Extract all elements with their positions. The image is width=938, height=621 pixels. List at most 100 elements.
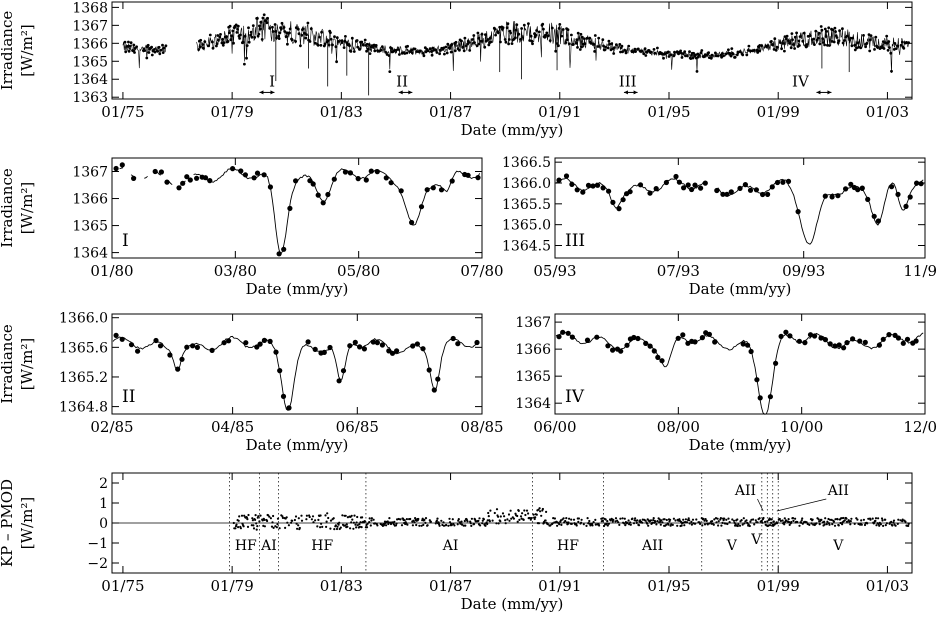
residual-point [897, 518, 900, 521]
residual-point [255, 522, 258, 525]
observation-point [594, 334, 600, 340]
observation-point [569, 334, 576, 340]
residual-point [276, 517, 280, 520]
residual-point [405, 518, 408, 521]
data-point [344, 35, 347, 38]
residual-point [862, 518, 866, 521]
chart-top: 01/75 01/79 01/83 01/87 01/91 01/95 01/99 01/03… [0, 0, 913, 139]
residual-point [719, 517, 723, 520]
x-tick-label: 01/95 [647, 103, 690, 121]
residual-point [586, 517, 589, 520]
y-tick-label: 1365 [72, 54, 108, 70]
residual-point [271, 521, 274, 524]
y-tick-label: 1364.8 [59, 400, 108, 416]
residual-point [849, 520, 852, 523]
residual-point [296, 527, 299, 530]
observation-point [340, 368, 347, 374]
observation-point [904, 336, 911, 342]
data-point [662, 56, 665, 60]
y-axis-label: Irradiance [0, 324, 16, 404]
residual-point [470, 517, 473, 520]
residual-point [349, 527, 352, 530]
data-point [783, 49, 786, 53]
observation-point [914, 180, 920, 186]
observation-point [276, 251, 282, 257]
residual-point [839, 521, 842, 525]
residual-point [530, 517, 533, 520]
residual-point [329, 519, 333, 522]
x-tick-label: 01/80 [90, 262, 133, 280]
residual-point [671, 523, 674, 527]
residual-point [565, 517, 568, 520]
observation-point [584, 337, 591, 343]
observation-point [307, 178, 313, 184]
residual-point [853, 522, 856, 526]
data-point [673, 50, 676, 54]
residual-point [499, 520, 502, 523]
observation-point [184, 174, 190, 180]
residual-point [656, 520, 659, 523]
residual-point [621, 517, 624, 520]
plot-frame [111, 1, 913, 100]
observation-point [616, 206, 622, 212]
y-tick-label: 1366.5 [502, 155, 551, 171]
residual-point [389, 522, 393, 526]
data-point [443, 52, 446, 56]
observation-point [325, 191, 331, 198]
residual-point [240, 514, 244, 517]
residual-point [801, 522, 804, 525]
data-point [314, 41, 317, 45]
data-point [578, 48, 582, 51]
residual-point [831, 523, 834, 526]
data-point [123, 40, 127, 44]
x-axis-label: Date (mm/yy) [461, 121, 564, 139]
data-point [262, 13, 266, 17]
y-tick-label: 1365.6 [59, 340, 108, 356]
residual-point [567, 521, 570, 524]
residual-point [516, 514, 519, 518]
residual-point [706, 523, 709, 526]
residual-point [754, 519, 757, 522]
residual-point [442, 521, 445, 524]
observation-point [556, 334, 562, 340]
residual-point [585, 524, 588, 528]
residual-point [798, 524, 801, 527]
data-point [905, 41, 908, 44]
residual-point [704, 518, 707, 521]
residual-point [702, 517, 705, 521]
residual-point [337, 523, 340, 526]
residual-point [618, 523, 621, 527]
observation-point [680, 332, 686, 338]
y-tick-label: 1365 [515, 369, 551, 385]
residual-point [826, 520, 829, 523]
residual-point [254, 514, 257, 517]
residual-point [258, 520, 261, 523]
period-arrowhead [259, 90, 264, 95]
residual-point [880, 517, 884, 520]
residual-point [272, 526, 275, 530]
residual-point [300, 519, 304, 522]
data-point [243, 62, 246, 66]
residual-point [368, 521, 371, 524]
residual-point [790, 520, 793, 524]
observation-point [903, 203, 909, 209]
observation-point [383, 175, 389, 181]
residual-point [758, 517, 761, 520]
residual-point [363, 520, 366, 523]
residual-point [355, 526, 358, 529]
observation-point [420, 346, 426, 352]
y-tick-label: −2 [87, 556, 108, 572]
residual-point [499, 515, 502, 518]
data-point [882, 47, 886, 50]
observation-point [560, 329, 566, 335]
residual-point [820, 518, 823, 522]
residual-point [601, 517, 604, 520]
chart-pIV: 06/00 08/00 10/00 12/00 1364 1365 1366 1367 Date… [515, 313, 938, 454]
residual-point [732, 519, 736, 522]
observation-point [818, 335, 824, 341]
residual-point [874, 519, 877, 523]
residual-point [440, 519, 443, 522]
residual-point [460, 523, 464, 526]
observation-point [580, 189, 586, 195]
y-tick-label: 1366 [72, 192, 108, 208]
